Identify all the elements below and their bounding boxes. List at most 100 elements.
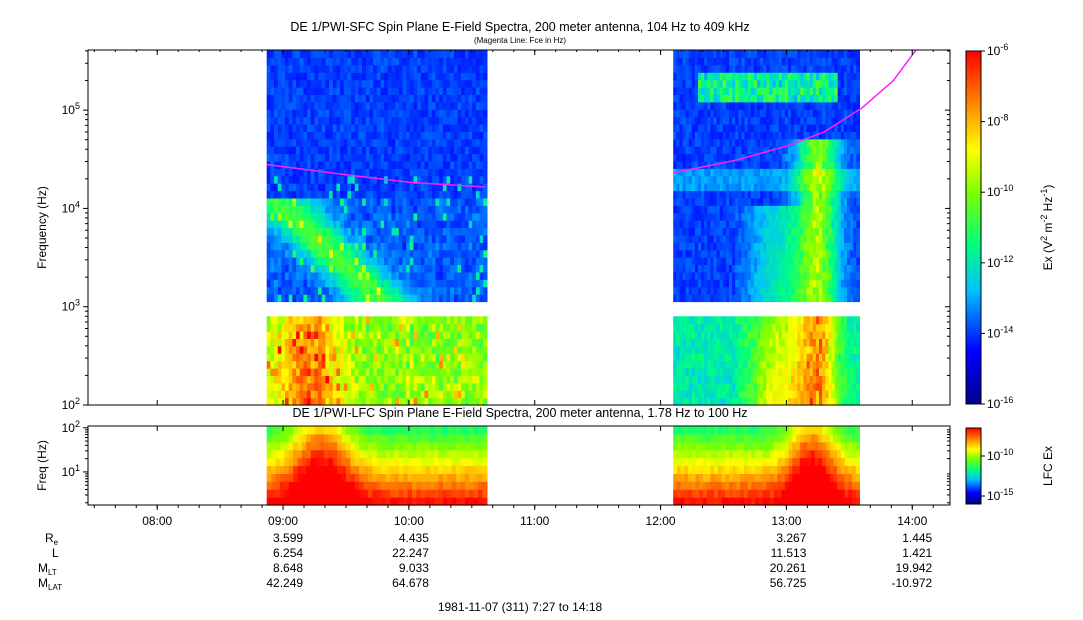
sfc-cell [307, 197, 312, 206]
sfc-cell [766, 264, 770, 273]
sfc-cell [336, 323, 341, 332]
sfc-cell [682, 190, 687, 199]
sfc-cell [402, 197, 407, 206]
sfc-cell [694, 286, 699, 295]
sfc-cell [365, 101, 371, 110]
sfc-cell [420, 72, 426, 81]
sfc-cell [332, 79, 338, 88]
sfc-cell [428, 87, 433, 95]
sfc-cell [760, 50, 764, 58]
sfc-cell [794, 94, 798, 103]
sfc-cell [791, 131, 795, 140]
sfc-cell [794, 323, 798, 332]
sfc-cell [439, 131, 444, 140]
sfc-cell [781, 286, 786, 295]
sfc-cell [464, 382, 470, 391]
sfc-cell [472, 94, 477, 103]
sfc-cell [288, 205, 293, 214]
sfc-cell [772, 220, 777, 229]
sfc-cell [464, 264, 470, 273]
sfc-cell [318, 220, 323, 229]
sfc-cell [483, 175, 488, 184]
sfc-cell [461, 286, 466, 295]
sfc-cell [707, 316, 711, 325]
sfc-cell [682, 146, 687, 155]
sfc-cell [310, 279, 315, 288]
sfc-cell [750, 50, 755, 58]
sfc-cell [303, 390, 308, 399]
sfc-cell [314, 87, 319, 95]
sfc-cell [750, 64, 755, 73]
sfc-cell [679, 368, 684, 376]
sfc-cell [729, 72, 733, 81]
sfc-cell [442, 101, 448, 110]
sfc-cell [439, 390, 444, 399]
sfc-cell [475, 279, 481, 288]
sfc-cell [719, 316, 724, 325]
sfc-cell [747, 271, 752, 280]
sfc-cell [413, 94, 418, 103]
sfc-cell [318, 131, 323, 140]
sfc-cell [704, 323, 708, 332]
sfc-cell [398, 353, 404, 362]
sfc-cell [710, 375, 715, 384]
sfc-cell [472, 242, 477, 251]
sfc-cell [365, 331, 371, 339]
sfc-cell [380, 205, 385, 214]
sfc-cell [769, 227, 774, 236]
sfc-cell [391, 131, 396, 140]
sfc-cell [719, 79, 724, 88]
sfc-cell [347, 220, 352, 229]
sfc-cell [694, 79, 699, 88]
sfc-cell [288, 138, 293, 147]
sfc-cell [464, 227, 470, 236]
sfc-cell [380, 316, 385, 325]
sfc-cell [321, 94, 326, 103]
sfc-cell [336, 382, 341, 391]
sfc-cell [682, 160, 687, 169]
sfc-cell [299, 249, 304, 258]
sfc-cell [446, 345, 451, 354]
sfc-cell [266, 94, 271, 103]
sfc-cell [468, 79, 473, 88]
sfc-cell [347, 242, 352, 251]
sfc-cell [299, 294, 304, 303]
sfc-cell [395, 50, 400, 58]
sfc-cell [685, 397, 690, 406]
sfc-cell [307, 175, 312, 184]
sfc-cell [682, 227, 687, 236]
sfc-cell [722, 257, 727, 266]
sfc-cell [797, 79, 801, 88]
sfc-cell [329, 50, 334, 58]
sfc-cell [343, 205, 349, 214]
sfc-cell [351, 338, 356, 347]
sfc-cell [314, 286, 319, 295]
sfc-cell [351, 397, 356, 406]
sfc-cell [797, 168, 801, 177]
sfc-cell [472, 375, 477, 384]
sfc-cell [701, 368, 705, 376]
sfc-cell [729, 264, 733, 273]
sfc-cell [450, 338, 455, 347]
sfc-cell [442, 264, 448, 273]
sfc-cell [704, 345, 708, 354]
sfc-cell [288, 160, 293, 169]
sfc-cell [336, 57, 341, 66]
sfc-cell [281, 338, 286, 347]
sfc-cell [288, 375, 293, 384]
sfc-cell [318, 382, 323, 391]
sfc-cell [307, 220, 312, 229]
sfc-cell [270, 183, 275, 192]
sfc-cell [725, 175, 730, 184]
sfc-cell [685, 375, 690, 384]
sfc-cell [270, 116, 275, 125]
sfc-cell [299, 205, 304, 214]
sfc-cell [763, 242, 767, 251]
sfc-cell [682, 353, 687, 362]
sfc-cell [688, 190, 693, 199]
sfc-cell [468, 131, 473, 140]
sfc-cell [340, 294, 345, 303]
sfc-cell [303, 249, 308, 258]
sfc-cell [735, 360, 739, 369]
sfc-cell [679, 279, 684, 288]
